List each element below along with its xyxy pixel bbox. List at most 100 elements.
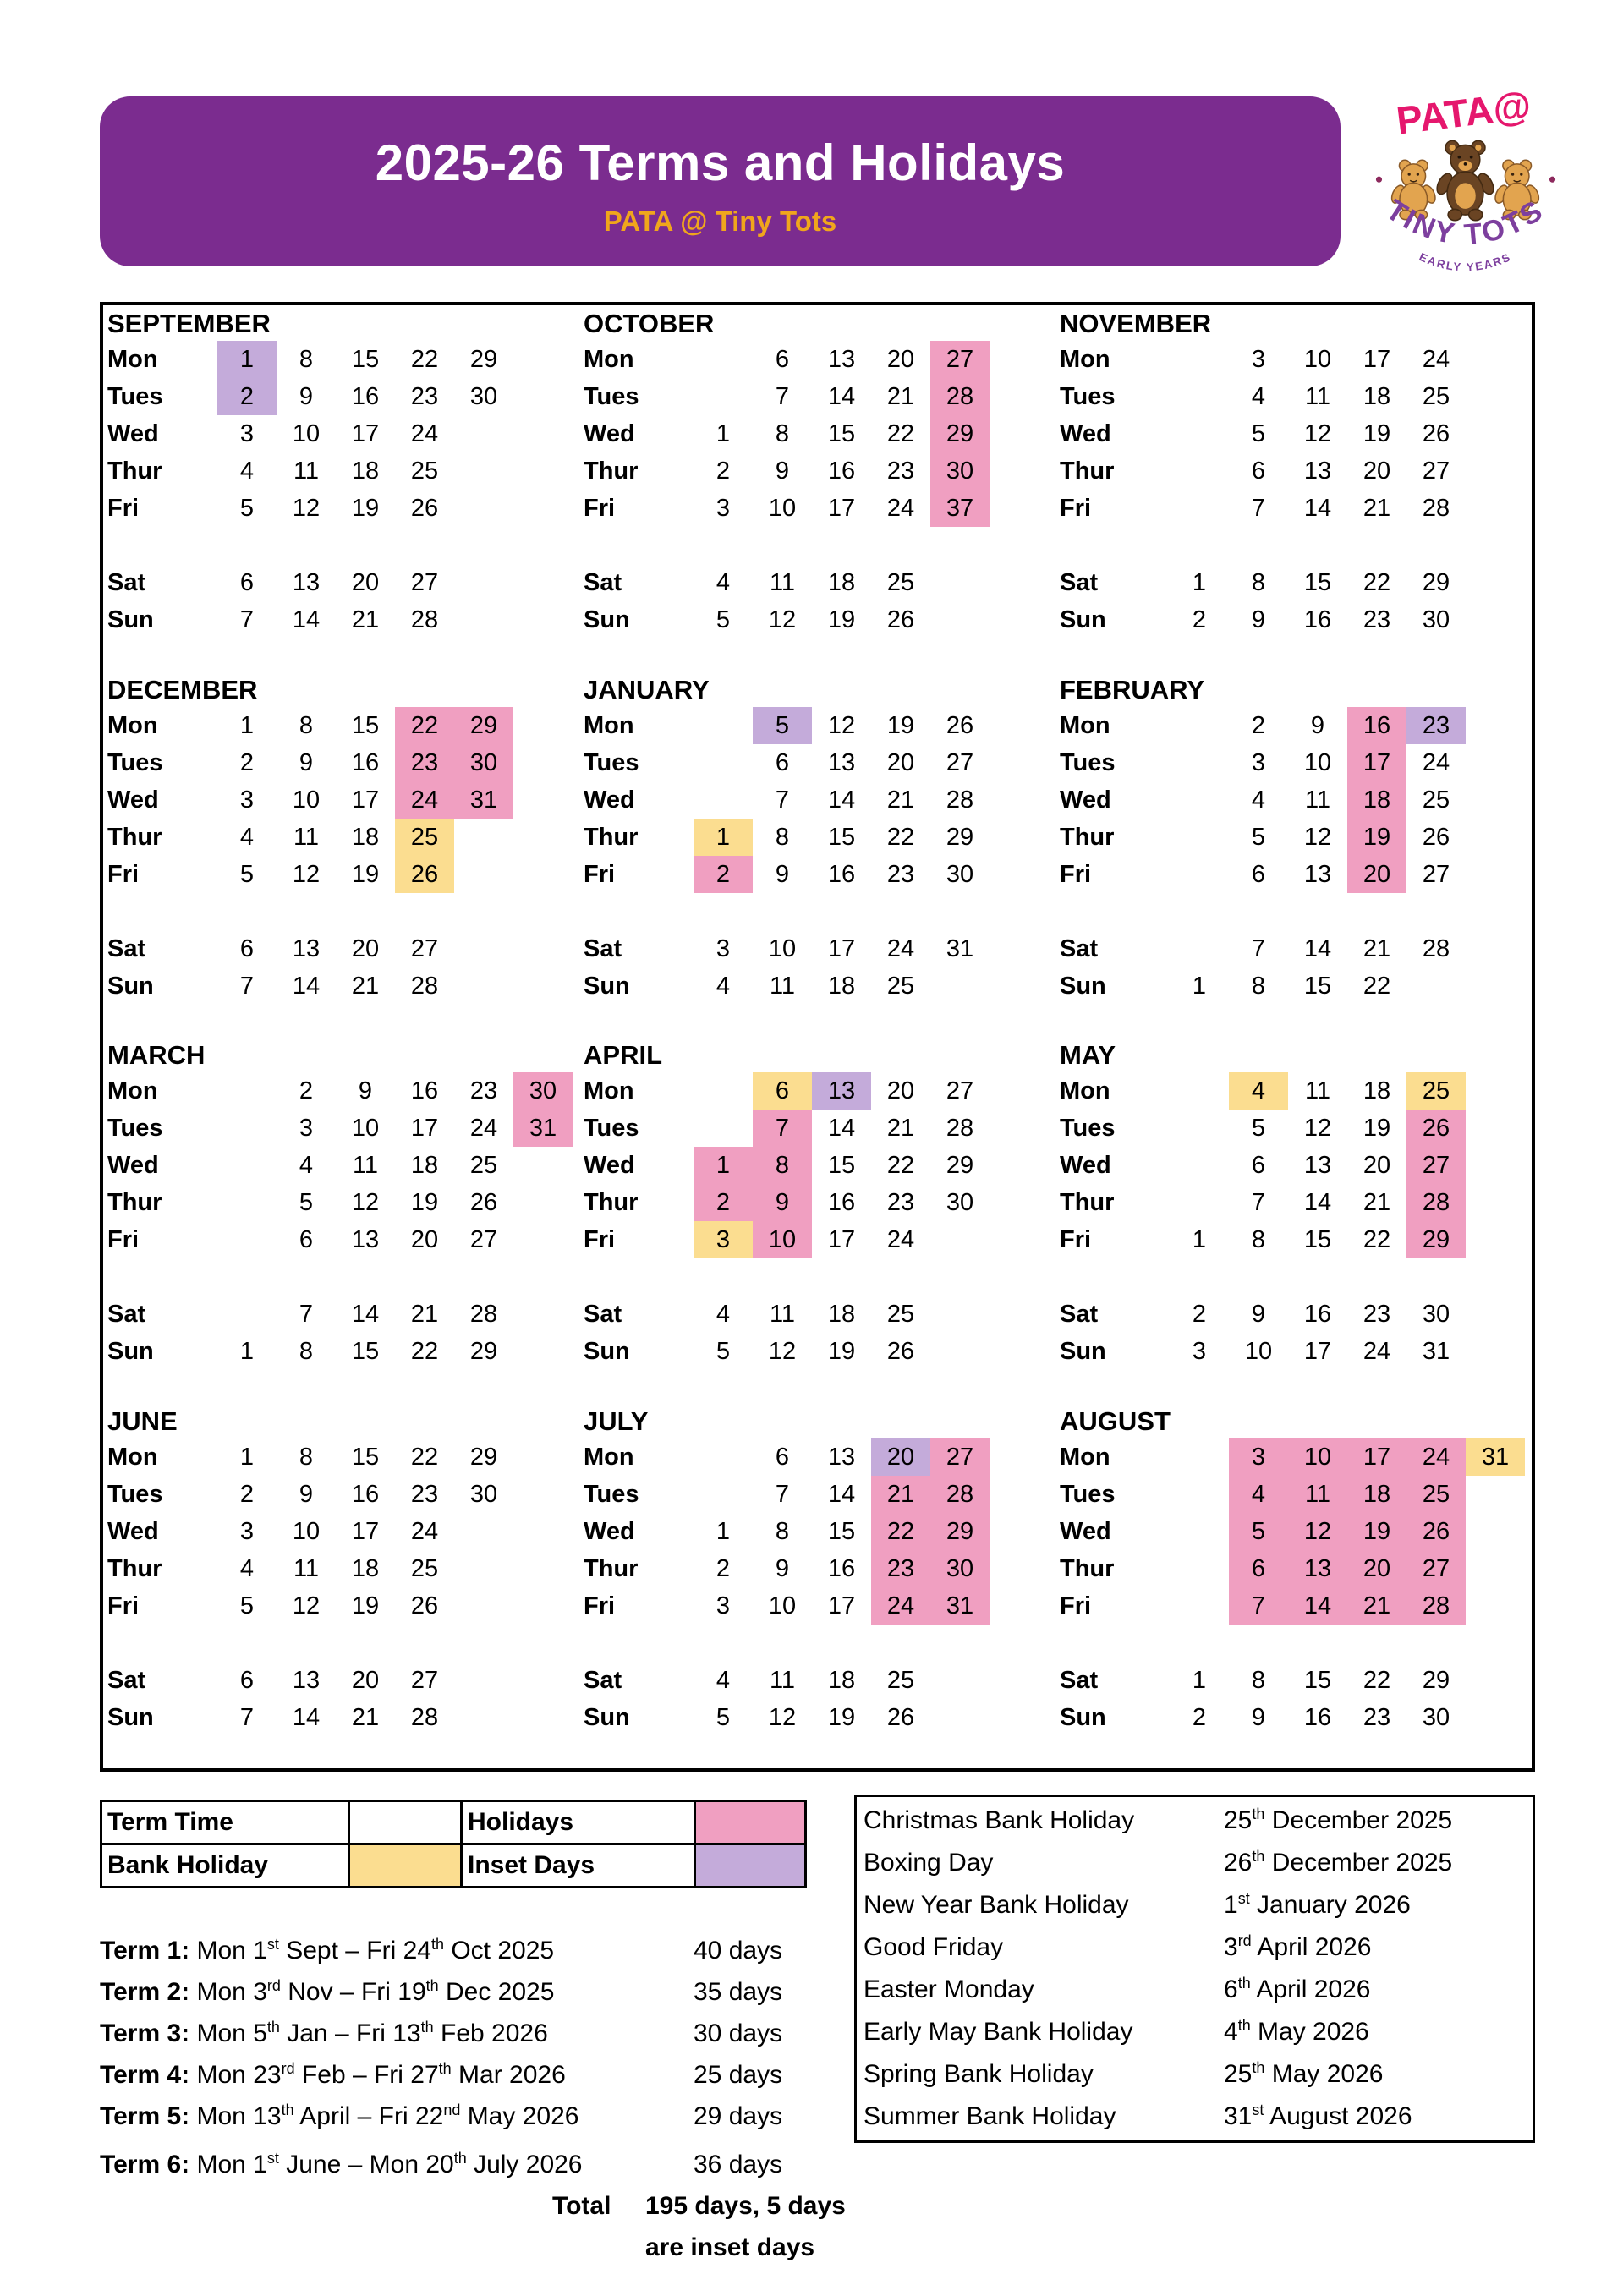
day-cell: 21 — [1363, 934, 1391, 962]
day-cell-holiday: 11 — [1288, 1475, 1347, 1513]
day-cell: 22 — [1363, 972, 1391, 1000]
day-cell: 22 — [410, 346, 439, 373]
weekday-row: Sun 2 9 16 23 30 — [1055, 601, 1532, 638]
day-cell: 25 — [1422, 786, 1450, 814]
day-cell: 8 — [299, 1338, 314, 1365]
day-cell: 15 — [827, 1517, 856, 1545]
day-cell: 23 — [1363, 1301, 1391, 1328]
weekday-label: Thur — [584, 1189, 639, 1216]
bank-holiday-row: Summer Bank Holiday 31st August 2026 — [857, 2096, 1533, 2138]
day-cell: 15 — [351, 346, 380, 373]
day-cell: 16 — [351, 383, 380, 410]
day-cell-holiday: 27 — [930, 341, 990, 378]
term-days: 40 days — [694, 1937, 783, 1964]
day-cell-holiday: 7 — [1229, 1586, 1288, 1625]
month-october: OCTOBER Mon 6 13 20 27 Tues 7 14 21 28 Wed 1 8 15 22 29 T… — [579, 305, 1055, 671]
day-cell: 3 — [1251, 346, 1266, 373]
day-cell: 1 — [239, 711, 255, 739]
day-cell: 6 — [775, 1443, 790, 1471]
day-cell-holiday: 18 — [1347, 1475, 1406, 1513]
day-cell: 3 — [239, 420, 255, 447]
day-cell — [694, 707, 753, 744]
total-label: Total — [552, 2192, 611, 2220]
day-cell: 6 — [239, 569, 255, 596]
calendar-grid: SEPTEMBER Mon 1 8 15 22 29 Tues 2 9 16 23 30 Wed 3 10 17… — [100, 302, 1535, 1772]
term-row: Term 4: Mon 23rd Feb – Fri 27th Mar 2026… — [100, 2054, 861, 2096]
weekday-label: Fri — [584, 860, 616, 888]
day-cell — [1466, 819, 1525, 856]
weekday-label: Tues — [1060, 383, 1116, 410]
total-row: Total 195 days, 5 days are inset days — [100, 2185, 861, 2261]
day-cell: 2 — [1192, 1301, 1207, 1328]
day-cell: 21 — [351, 972, 380, 1000]
day-cell: 17 — [351, 1517, 380, 1545]
weekday-row: Tues 4 11 18 25 — [1055, 378, 1532, 415]
day-cell — [1466, 1587, 1525, 1625]
day-cell: 22 — [886, 823, 915, 851]
term-label: Term 5: — [100, 2102, 190, 2130]
weekday-label: Tues — [584, 1480, 639, 1508]
day-cell — [1170, 781, 1229, 819]
day-cell: 8 — [1251, 1226, 1266, 1253]
day-cell — [1170, 819, 1229, 856]
weekday-row: Mon 1 8 15 22 29 — [103, 341, 579, 378]
day-cell: 10 — [768, 495, 797, 522]
day-cell: 4 — [716, 569, 731, 596]
day-cell-holiday: 28 — [930, 378, 990, 415]
day-cell-holiday: 29 — [930, 1512, 990, 1550]
page-title: 2025-26 Terms and Holidays — [375, 134, 1066, 191]
day-cell: 18 — [410, 1152, 439, 1179]
day-cell — [1170, 930, 1229, 967]
day-cell-inset: 1 — [217, 341, 277, 378]
day-cell: 9 — [1251, 1703, 1266, 1731]
day-cell-holiday: 21 — [1347, 1586, 1406, 1625]
week-gap — [1055, 1625, 1532, 1662]
bank-holiday-row: Good Friday 3rd April 2026 — [857, 1926, 1533, 1969]
month-title: SEPTEMBER — [107, 309, 271, 338]
term-label: Term 2: — [100, 1978, 190, 2006]
day-cell: 7 — [775, 383, 790, 410]
day-cell: 22 — [886, 420, 915, 447]
term-row: Term 5: Mon 13th April – Fri 22nd May 20… — [100, 2096, 861, 2137]
term-row: Term 3: Mon 5th Jan – Fri 13th Feb 2026 3… — [100, 2013, 861, 2054]
day-cell-holiday: 14 — [1288, 1586, 1347, 1625]
day-cell-bank: 1 — [694, 818, 753, 856]
day-cell: 5 — [1251, 420, 1266, 447]
pata-tiny-tots-logo: PATA@ — [1375, 83, 1556, 273]
month-title: OCTOBER — [584, 309, 715, 338]
day-cell: 12 — [1303, 1115, 1332, 1142]
day-cell: 13 — [292, 569, 321, 596]
weekday-label: Tues — [107, 1115, 163, 1142]
day-cell-inset: 20 — [871, 1438, 930, 1476]
day-cell: 21 — [1363, 1189, 1391, 1216]
day-cell: 23 — [1363, 606, 1391, 633]
day-cell — [694, 1110, 753, 1147]
day-cell: 25 — [886, 569, 915, 596]
day-cell: 7 — [1251, 1189, 1266, 1216]
weekday-row: Sat 3 10 17 24 31 — [579, 930, 1055, 967]
month-september: SEPTEMBER Mon 1 8 15 22 29 Tues 2 9 16 23 30 Wed 3 10 17… — [103, 305, 579, 671]
day-cell — [513, 490, 573, 527]
weekday-label: Wed — [584, 786, 635, 814]
day-cell: 2 — [239, 1480, 255, 1508]
day-cell: 13 — [292, 1666, 321, 1694]
day-cell — [1170, 378, 1229, 415]
weekday-row: Tues 3 10 17 24 — [1055, 743, 1532, 781]
total-value: 195 days, 5 days are inset days — [645, 2192, 846, 2261]
day-cell-holiday: 6 — [1229, 1549, 1288, 1587]
day-cell: 17 — [1303, 1338, 1332, 1365]
day-cell — [217, 1072, 277, 1110]
day-cell: 19 — [351, 495, 380, 522]
weekday-row: Thur 5 12 19 26 — [103, 1184, 579, 1221]
day-cell: 12 — [1303, 823, 1332, 851]
day-cell-holiday: 8 — [753, 1147, 812, 1184]
term-range: Mon 5th Jan – Fri 13th Feb 2026 — [196, 2019, 548, 2047]
day-cell: 14 — [1303, 934, 1332, 962]
day-cell: 23 — [886, 860, 915, 888]
day-cell: 22 — [1363, 569, 1391, 596]
bank-holiday-row: Boxing Day 26th December 2025 — [857, 1842, 1533, 1884]
day-cell — [1170, 1587, 1229, 1625]
day-cell-holiday: 24 — [1406, 1438, 1466, 1476]
day-cell: 19 — [886, 711, 915, 739]
day-cell: 21 — [351, 1703, 380, 1731]
